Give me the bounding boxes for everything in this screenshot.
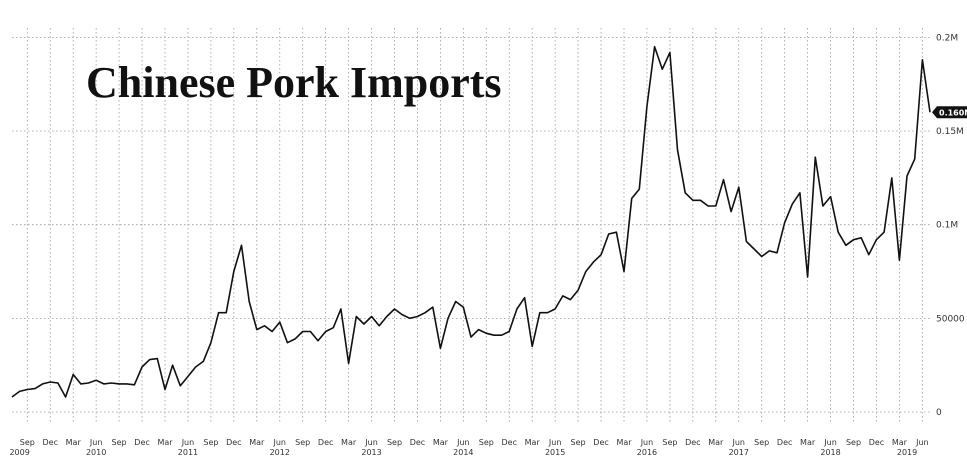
- x-tick-label: Jun: [823, 438, 837, 447]
- x-tick-label: Jun: [640, 438, 654, 447]
- x-tick-label: Mar: [800, 438, 816, 447]
- x-year-label: 2009: [9, 448, 29, 457]
- x-tick-label: Dec: [869, 438, 884, 447]
- x-year-label: 2018: [820, 448, 840, 457]
- x-tick-label: Sep: [203, 438, 218, 447]
- x-year-label: 2019: [897, 448, 917, 457]
- y-axis-labels: 0.2M 0.15M 0.1M 50000 0: [936, 33, 965, 418]
- x-tick-label: Jun: [89, 438, 103, 447]
- x-tick-label: Jun: [181, 438, 195, 447]
- x-tick-label: Dec: [593, 438, 608, 447]
- x-year-label: 2013: [361, 448, 381, 457]
- chart-title: Chinese Pork Imports: [86, 58, 502, 107]
- x-year-label: 2011: [178, 448, 198, 457]
- x-tick-label: Dec: [226, 438, 241, 447]
- x-year-label: 2014: [453, 448, 473, 457]
- x-tick-label: Jun: [273, 438, 287, 447]
- x-tick-label: Jun: [456, 438, 470, 447]
- x-tick-label: Mar: [249, 438, 265, 447]
- x-tick-label: Jun: [915, 438, 929, 447]
- grid-lines: [12, 28, 930, 424]
- x-tick-label: Mar: [525, 438, 541, 447]
- x-year-label: 2010: [86, 448, 106, 457]
- x-tick-label: Sep: [20, 438, 35, 447]
- x-year-label: 2015: [545, 448, 565, 457]
- x-tick-label: Dec: [777, 438, 792, 447]
- x-tick-label: Dec: [318, 438, 333, 447]
- x-tick-label: Sep: [295, 438, 310, 447]
- x-tick-label: Sep: [754, 438, 769, 447]
- x-year-label: 2012: [270, 448, 290, 457]
- x-tick-label: Dec: [43, 438, 58, 447]
- x-tick-label: Sep: [479, 438, 494, 447]
- y-tick-label: 0.1M: [936, 221, 958, 231]
- x-tick-label: Mar: [341, 438, 357, 447]
- x-year-label: 2017: [729, 448, 749, 457]
- x-tick-label: Sep: [387, 438, 402, 447]
- x-tick-label: Sep: [112, 438, 127, 447]
- x-tick-label: Mar: [157, 438, 173, 447]
- x-tick-label: Sep: [846, 438, 861, 447]
- last-value-badge: [932, 106, 967, 119]
- x-tick-label: Dec: [502, 438, 517, 447]
- series-line: [11, 45, 931, 398]
- x-tick-label: Dec: [410, 438, 425, 447]
- x-tick-label: Mar: [433, 438, 449, 447]
- x-tick-label: Mar: [616, 438, 632, 447]
- x-tick-label: Mar: [708, 438, 724, 447]
- y-tick-label: 50000: [936, 314, 965, 324]
- x-tick-label: Sep: [662, 438, 677, 447]
- x-tick-label: Sep: [571, 438, 586, 447]
- x-tick-label: Dec: [685, 438, 700, 447]
- x-axis-labels: Sep Dec Mar Jun Sep Dec Mar Jun Sep Dec Mar Jun Sep D…: [9, 438, 928, 457]
- x-tick-label: Jun: [548, 438, 562, 447]
- y-tick-label: 0.2M: [936, 33, 958, 43]
- y-tick-label: 0: [936, 408, 942, 418]
- x-tick-label: Dec: [134, 438, 149, 447]
- last-value-label: 0.160M: [939, 108, 967, 117]
- x-tick-label: Jun: [732, 438, 746, 447]
- x-tick-label: Mar: [892, 438, 908, 447]
- x-year-label: 2016: [637, 448, 657, 457]
- y-tick-label: 0.15M: [936, 127, 964, 137]
- series: 0.160M: [11, 45, 967, 398]
- x-tick-label: Jun: [364, 438, 378, 447]
- x-tick-label: Mar: [66, 438, 82, 447]
